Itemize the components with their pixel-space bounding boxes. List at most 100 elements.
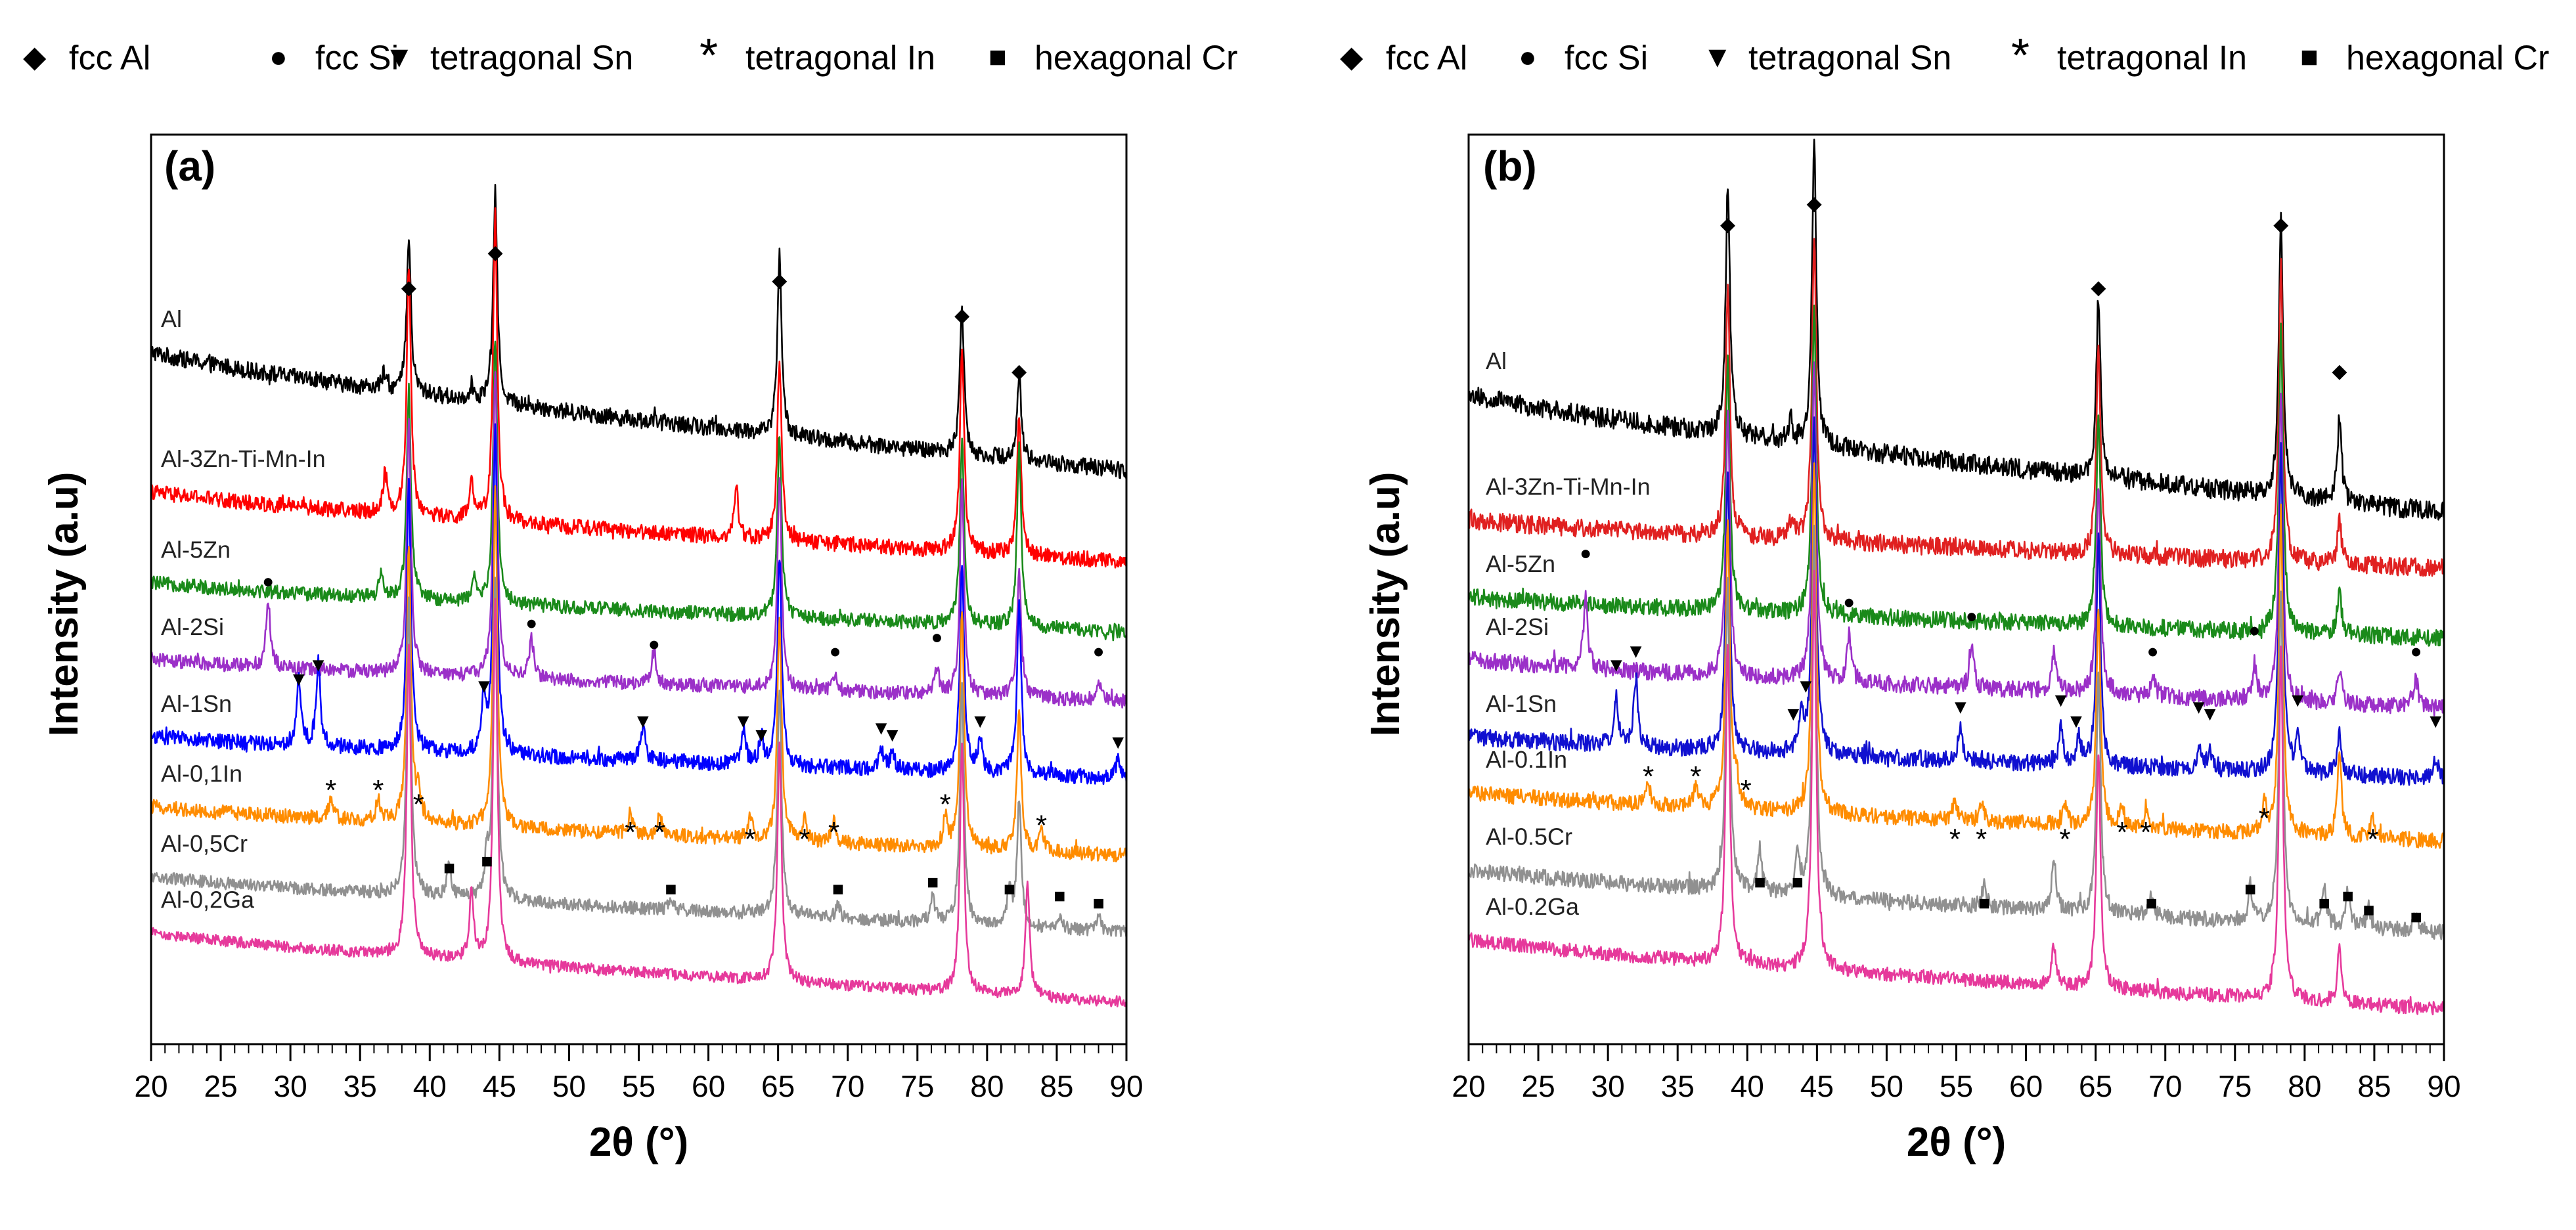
phase-marker: ◆ (2332, 361, 2347, 382)
x-tick-label: 30 (274, 1069, 307, 1103)
legend-symbol-fcc-al: ◆ (1340, 39, 1364, 74)
legend-symbol-fcc-si: ● (1519, 39, 1537, 74)
series-label-al-5zn: Al-5Zn (1486, 550, 1555, 577)
panel-b: ◆ fcc Al ● fcc Si ▼ tetragonal Sn * tetragonal … (1340, 30, 2549, 1165)
legend-symbol-tetragonal-in: * (2011, 30, 2030, 82)
phase-marker: * (1690, 760, 1701, 793)
phase-marker: ▼ (633, 711, 653, 732)
phase-marker: * (940, 788, 951, 820)
phase-marker: ▼ (1783, 703, 1803, 725)
legend-label-fcc-si: fcc Si (1565, 39, 1648, 77)
phase-marker: ● (2147, 640, 2159, 662)
x-tick-label: 35 (344, 1069, 377, 1103)
phase-marker: ▼ (1796, 676, 1816, 697)
series-line-al (1469, 139, 2444, 521)
phase-marker: ◆ (954, 305, 969, 326)
series-line-al-3zn-ti-mn-in (151, 207, 1126, 569)
phase-marker: ■ (443, 858, 455, 879)
x-tick-label: 90 (1109, 1069, 1143, 1103)
series-label-al-0-1in: Al-0,1In (161, 760, 242, 787)
series-line-al-1sn (151, 423, 1126, 785)
phase-marker: * (2059, 824, 2070, 856)
series-line-al-0-1in (1469, 462, 2444, 849)
series-label-al-2si: Al-2Si (161, 613, 224, 640)
phase-marker: ▼ (2189, 697, 2209, 718)
x-axis-title: 2θ (°) (589, 1120, 688, 1165)
x-tick-label: 50 (552, 1069, 586, 1103)
series-line-al-2si (1469, 361, 2444, 716)
phase-marker: ■ (665, 879, 677, 900)
phase-marker: * (1976, 824, 1987, 856)
phase-marker: * (1036, 809, 1047, 841)
series-label-al-2si: Al-2Si (1486, 613, 1549, 640)
phase-marker: ◆ (401, 276, 416, 298)
x-tick-label: 55 (1940, 1069, 1973, 1103)
phase-marker: * (2116, 816, 2127, 848)
phase-marker: ■ (1792, 871, 1804, 893)
legend-label-hexagonal-cr: hexagonal Cr (1034, 39, 1237, 77)
series-line-al-0-2ga (1469, 569, 2444, 1016)
phase-marker: * (1949, 824, 1961, 856)
series-label-al-3zn-ti-mn-in: Al-3Zn-Ti-Mn-In (161, 445, 326, 472)
phase-marker: ▼ (1108, 732, 1128, 753)
phase-marker: ● (1966, 605, 1978, 627)
phase-marker: ■ (2318, 892, 2330, 914)
series-line-al-2si (151, 371, 1126, 709)
phase-marker: ▼ (289, 669, 309, 690)
phase-marker: ▼ (970, 711, 990, 732)
phase-marker: * (2140, 816, 2151, 848)
legend-label-fcc-si: fcc Si (315, 39, 399, 77)
phase-marker: ▼ (2066, 711, 2086, 732)
phase-marker: ■ (1754, 871, 1765, 893)
phase-marker: ● (262, 571, 274, 592)
phase-marker: ● (931, 626, 943, 648)
phase-marker: ▼ (2426, 711, 2445, 732)
legend-label-tetragonal-in: tetragonal In (745, 39, 935, 77)
phase-marker: ▼ (1607, 655, 1626, 676)
x-tick-label: 65 (2079, 1069, 2112, 1103)
series-line-al-1sn (1469, 416, 2444, 786)
x-tick-label: 35 (1661, 1069, 1695, 1103)
phase-marker: * (745, 824, 756, 856)
x-tick-label: 20 (1452, 1069, 1485, 1103)
phase-marker: ▼ (883, 724, 902, 746)
series-label-al-1sn: Al-1Sn (1486, 690, 1557, 717)
phase-marker: ◆ (772, 270, 787, 292)
panel-label: (a) (164, 143, 215, 190)
x-tick-label: 70 (831, 1069, 864, 1103)
phase-marker: ■ (2410, 906, 2422, 928)
legend-symbol-tetragonal-sn: ▼ (1702, 39, 1733, 74)
phase-marker: * (828, 816, 839, 848)
phase-marker: ■ (2342, 885, 2354, 907)
phase-marker: ◆ (2273, 213, 2288, 235)
phase-marker: * (654, 816, 665, 848)
legend-label-tetragonal-in: tetragonal In (2057, 39, 2247, 77)
phase-marker: ▼ (1951, 697, 1970, 718)
x-tick-label: 50 (1870, 1069, 1903, 1103)
phase-marker: ◆ (1720, 213, 1735, 235)
phase-marker: ■ (927, 871, 939, 893)
legend-label-tetragonal-sn: tetragonal Sn (430, 39, 633, 77)
phase-marker: ● (830, 640, 841, 662)
legend-symbol-hexagonal-cr: ■ (2300, 39, 2319, 74)
legend-symbol-fcc-si: ● (269, 39, 288, 74)
phase-marker: * (1741, 774, 1752, 806)
x-tick-label: 55 (622, 1069, 655, 1103)
series-line-al-0-1in (151, 485, 1126, 863)
x-tick-label: 80 (970, 1069, 1004, 1103)
phase-marker: ● (2410, 640, 2422, 662)
series-label-al-5zn: Al-5Zn (161, 537, 231, 563)
series-line-al-0-2ga (151, 598, 1126, 1007)
x-tick-label: 40 (1731, 1069, 1764, 1103)
y-axis-title: Intensity (a.u) (41, 472, 87, 736)
x-tick-label: 85 (1040, 1069, 1073, 1103)
phase-marker: * (1643, 760, 1654, 793)
x-tick-label: 25 (204, 1069, 237, 1103)
legend-label-fcc-al: fcc Al (69, 39, 150, 77)
x-tick-label: 60 (692, 1069, 725, 1103)
phase-marker: ● (1580, 542, 1591, 564)
panel-a: ◆ fcc Al ● fcc Si ▼ tetragonal Sn * tetragonal … (23, 30, 1237, 1165)
series-label-al-0-2ga: Al-0,2Ga (161, 886, 255, 913)
traces (151, 184, 1126, 1007)
